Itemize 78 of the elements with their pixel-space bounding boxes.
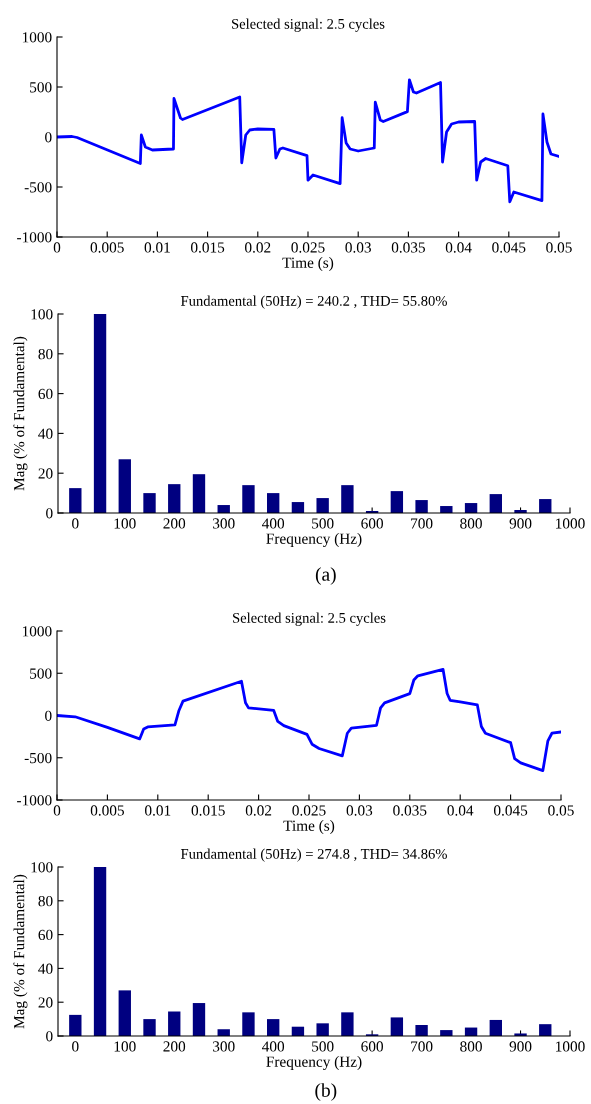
x-tick-label: 0.025	[292, 805, 326, 816]
x-tick-label: 0	[53, 805, 61, 816]
x-axis-title: Time (s)	[282, 257, 334, 271]
chart-title: Fundamental (50Hz) = 274.8 , THD= 34.86%	[180, 848, 447, 862]
y-tick-label: 20	[38, 997, 53, 1008]
y-tick-label: 100	[31, 862, 53, 873]
x-tick-label: 1000	[556, 518, 585, 529]
x-tick-label: 0.015	[191, 805, 225, 816]
y-axis-title: Mag (% of Fundamental)	[13, 874, 28, 1029]
x-tick-label: 200	[163, 1041, 186, 1052]
x-tick-label: 300	[212, 1041, 235, 1052]
x-tick-label: 0.035	[393, 805, 427, 816]
y-tick-label: 40	[38, 428, 53, 439]
x-tick-label: 0.035	[391, 242, 425, 253]
x-tick-label: 600	[361, 1041, 383, 1052]
y-tick-label: -1000	[17, 795, 52, 806]
y-tick-label: 40	[38, 963, 53, 974]
x-tick-label: 400	[262, 518, 285, 529]
x-tick-label: 0.045	[493, 805, 528, 816]
x-tick-label: 0.03	[346, 805, 373, 816]
x-tick-label: 700	[411, 518, 433, 529]
x-tick-label: 400	[262, 1041, 285, 1052]
y-tick-label: 0	[46, 1031, 53, 1042]
x-tick-label: 800	[460, 1041, 482, 1052]
x-tick-label: 800	[460, 518, 482, 529]
y-tick-label: -500	[24, 752, 52, 764]
x-tick-label: 0	[72, 518, 79, 529]
x-tick-label: 0.005	[90, 242, 124, 253]
y-tick-label: 20	[38, 468, 53, 479]
y-tick-label: 0	[46, 508, 53, 519]
y-tick-label: -1000	[17, 232, 52, 243]
y-tick-label: 500	[30, 668, 52, 679]
x-tick-label: 900	[509, 1041, 532, 1052]
x-tick-label: 700	[411, 1041, 433, 1052]
x-tick-label: 0.04	[447, 805, 474, 816]
y-tick-label: 80	[38, 895, 53, 907]
x-tick-label: 0.015	[190, 242, 225, 253]
x-tick-label: 0.045	[492, 242, 526, 253]
chart-title: Fundamental (50Hz) = 240.2 , THD= 55.80%	[180, 295, 447, 309]
x-tick-label: 0.03	[345, 242, 371, 253]
y-tick-label: -500	[24, 182, 52, 193]
y-tick-label: 500	[30, 82, 52, 93]
text: (a)	[315, 567, 336, 585]
chart-title: Selected signal: 2.5 cycles	[233, 612, 386, 626]
chart-title: Selected signal: 2.5 cycles	[232, 18, 385, 32]
x-tick-label: 0.02	[245, 242, 271, 253]
x-tick-label: 0.05	[546, 242, 572, 253]
x-tick-label: 0.04	[445, 242, 472, 253]
x-tick-label: 0.02	[245, 805, 272, 816]
text: (b)	[315, 1083, 337, 1101]
y-tick-label: 1000	[22, 626, 52, 637]
x-tick-label: 100	[114, 1041, 136, 1052]
x-axis-title: Frequency (Hz)	[266, 533, 362, 547]
x-tick-label: 200	[163, 518, 186, 529]
x-tick-label: 0.05	[548, 805, 574, 816]
x-axis-title: Frequency (Hz)	[266, 1056, 362, 1070]
x-tick-label: 1000	[556, 1041, 585, 1052]
x-tick-label: 300	[212, 518, 235, 529]
x-tick-label: 500	[312, 518, 334, 529]
x-tick-label: 600	[361, 518, 383, 529]
x-tick-label: 0	[53, 242, 61, 253]
x-tick-label: 500	[312, 1041, 334, 1052]
x-tick-label: 0.025	[291, 242, 325, 253]
x-tick-label: 100	[114, 518, 136, 529]
x-axis-title: Time (s)	[283, 820, 335, 834]
y-axis-title: Mag (% of Fundamental)	[13, 336, 28, 491]
x-tick-label: 0.005	[90, 805, 124, 816]
x-tick-label: 0.01	[144, 242, 170, 253]
y-tick-label: 80	[38, 348, 53, 360]
y-tick-label: 0	[45, 132, 52, 143]
x-tick-label: 900	[509, 518, 532, 529]
y-tick-label: 0	[45, 710, 52, 721]
x-tick-label: 0.01	[145, 805, 171, 816]
y-tick-label: 60	[38, 929, 53, 941]
y-tick-label: 100	[31, 309, 53, 320]
x-tick-label: 0	[72, 1041, 79, 1052]
y-tick-label: 1000	[22, 32, 52, 43]
y-tick-label: 60	[38, 388, 53, 400]
